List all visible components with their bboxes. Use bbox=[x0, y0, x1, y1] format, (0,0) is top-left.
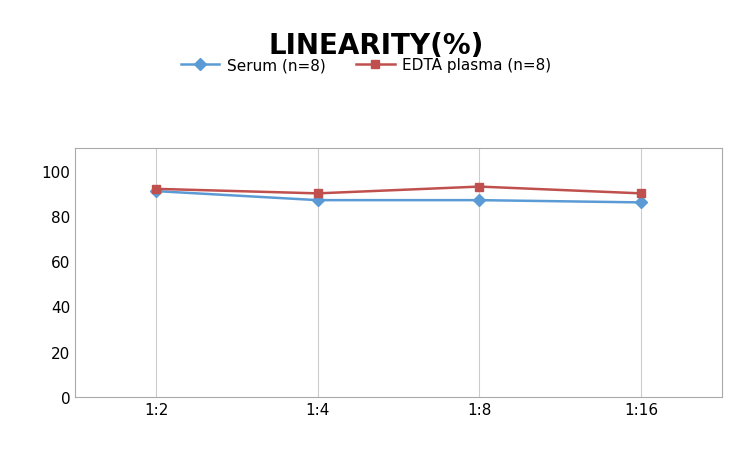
EDTA plasma (n=8) bbox=[636, 191, 645, 197]
Text: LINEARITY(%): LINEARITY(%) bbox=[268, 32, 484, 60]
EDTA plasma (n=8) bbox=[313, 191, 322, 197]
Serum (n=8) bbox=[636, 200, 645, 206]
Line: EDTA plasma (n=8): EDTA plasma (n=8) bbox=[152, 183, 645, 198]
Legend: Serum (n=8), EDTA plasma (n=8): Serum (n=8), EDTA plasma (n=8) bbox=[175, 52, 557, 79]
EDTA plasma (n=8) bbox=[475, 184, 484, 190]
EDTA plasma (n=8) bbox=[151, 187, 161, 192]
Serum (n=8) bbox=[151, 189, 161, 194]
Line: Serum (n=8): Serum (n=8) bbox=[152, 188, 645, 207]
Serum (n=8) bbox=[475, 198, 484, 203]
Serum (n=8) bbox=[313, 198, 322, 203]
